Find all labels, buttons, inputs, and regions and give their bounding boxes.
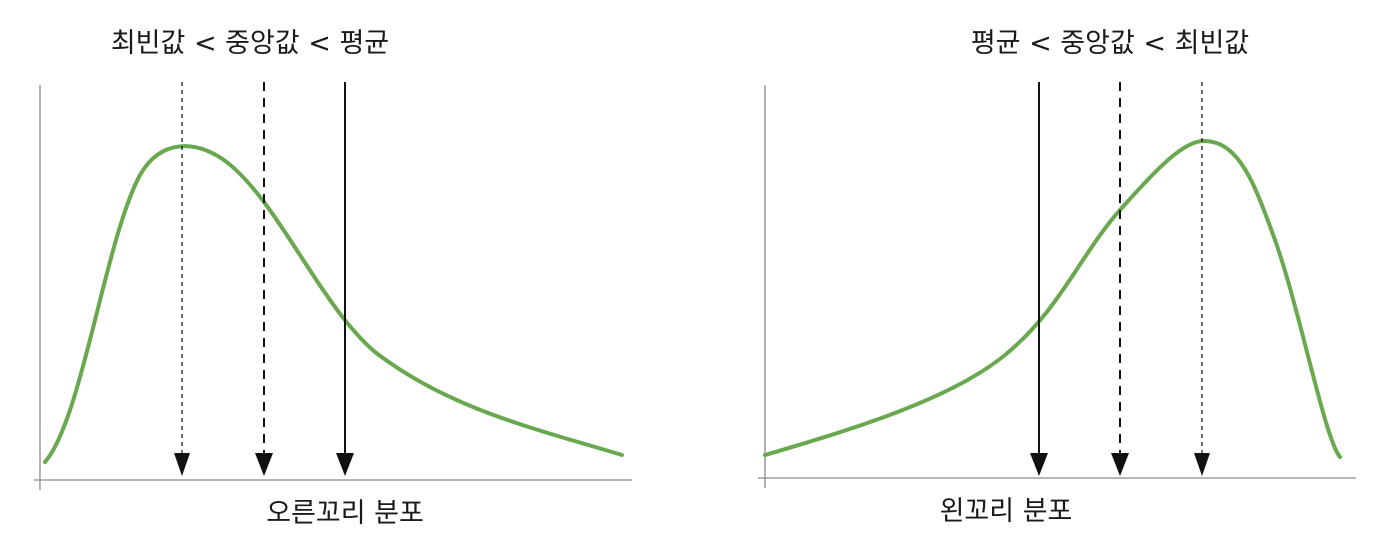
panel-title-right-skew: 최빈값 < 중앙값 < 평균 xyxy=(111,28,389,59)
panel-caption-right-skew: 오른꼬리 분포 xyxy=(266,498,424,529)
panel-left-skew: 평균 < 중앙값 < 최빈값 왼꼬리 분포 xyxy=(758,28,1356,527)
density-curve-right-skew xyxy=(43,144,624,464)
mean-arrow-icon xyxy=(336,453,354,476)
panel-caption-left-skew: 왼꼬리 분포 xyxy=(940,496,1073,527)
median-arrow-icon xyxy=(1111,453,1129,476)
mode-arrow-icon xyxy=(174,453,190,476)
density-curve-left-skew xyxy=(763,138,1342,459)
mean-arrow-icon xyxy=(1030,453,1048,476)
panel-title-left-skew: 평균 < 중앙값 < 최빈값 xyxy=(971,28,1249,59)
median-arrow-icon xyxy=(255,453,273,476)
panel-right-skew: 최빈값 < 중앙값 < 평균 오른꼬리 분포 xyxy=(34,28,632,529)
mode-arrow-icon xyxy=(1194,453,1210,476)
